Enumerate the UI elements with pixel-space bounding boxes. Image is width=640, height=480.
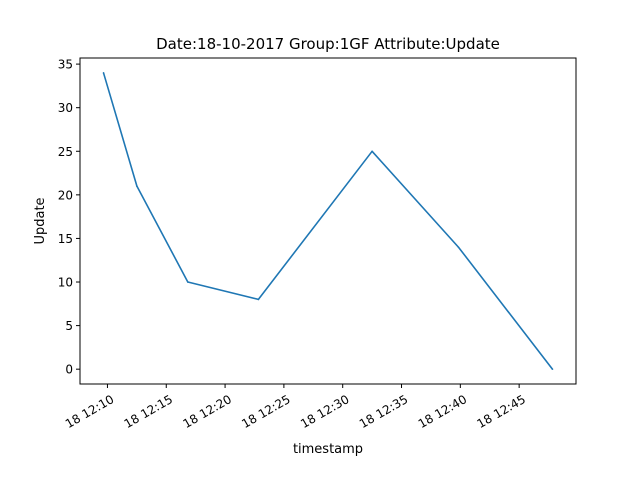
y-tick-label: 10: [58, 276, 73, 290]
x-tick-label: 18 12:45: [475, 392, 528, 431]
x-tick-label: 18 12:20: [180, 392, 233, 431]
data-point: [457, 246, 460, 248]
x-tick-label: 18 12:25: [239, 392, 292, 431]
y-tick-label: 30: [58, 101, 73, 115]
series-layer: [102, 72, 554, 370]
x-tick-label: 18 12:35: [357, 392, 410, 431]
y-tick-label: 25: [58, 145, 73, 159]
x-axis-label: timestamp: [293, 442, 363, 457]
x-tick-label: 18 12:30: [298, 392, 351, 431]
data-point: [551, 368, 554, 370]
data-point: [257, 298, 260, 301]
y-tick-label: 35: [58, 58, 73, 72]
x-tick-label: 18 12:15: [122, 392, 175, 431]
chart-title: Date:18-10-2017 Group:1GF Attribute:Upda…: [156, 35, 500, 53]
y-tick-label: 20: [58, 188, 73, 202]
data-point: [371, 150, 373, 153]
x-tick-label: 18 12:40: [416, 392, 469, 431]
data-point: [136, 185, 138, 187]
y-axis: 0 5 10 15 20 25 30 35: [58, 58, 80, 377]
x-tick-label: 18 12:10: [63, 392, 116, 431]
y-tick-label: 15: [58, 232, 73, 246]
y-axis-label: Update: [33, 197, 48, 244]
x-axis: 18 12:10 18 12:15 18 12:20 18 12:25 18 12:30…: [63, 384, 528, 431]
plot-frame: [79, 57, 577, 385]
y-tick-label: 5: [65, 319, 73, 333]
data-point: [187, 281, 189, 283]
y-tick-label: 0: [65, 363, 73, 377]
data-point: [102, 72, 105, 74]
series-line: [102, 72, 554, 370]
